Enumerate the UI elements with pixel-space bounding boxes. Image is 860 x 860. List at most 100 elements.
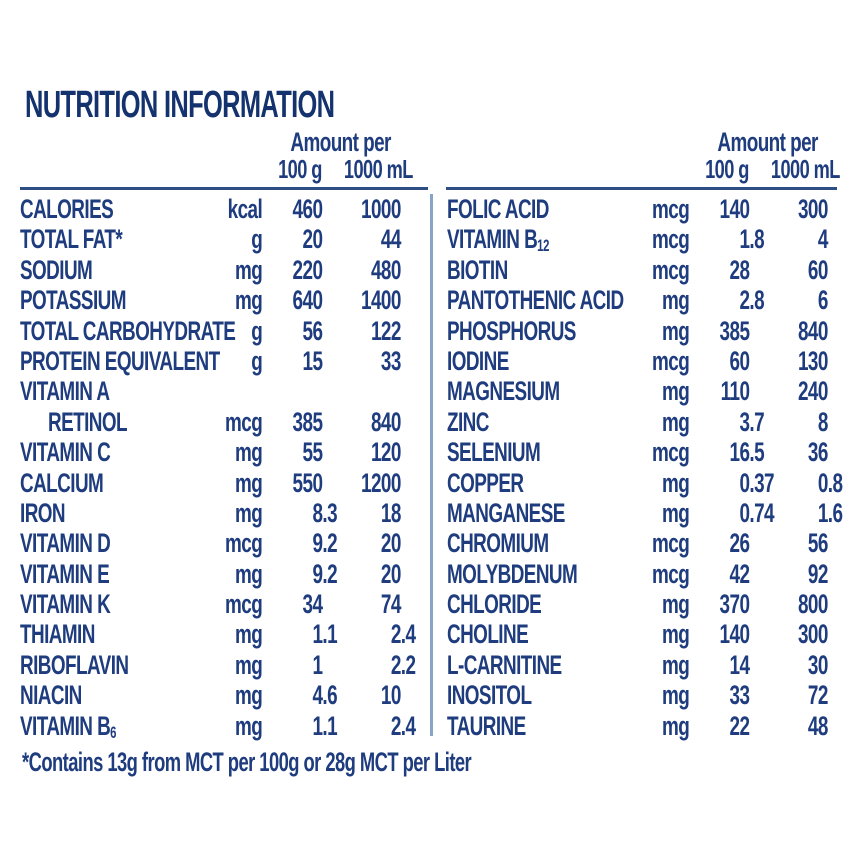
value-1000ml: 4 — [817, 224, 829, 255]
column-header-1000ml: 1000 mL — [770, 154, 840, 184]
value-1000ml: 8 — [817, 406, 829, 437]
value-1000ml-fraction — [828, 346, 846, 376]
value-100g-fraction — [322, 316, 337, 346]
table-row: SODIUM mg 220 480 — [20, 255, 419, 285]
table-row: VITAMIN E mg 9.2 20 — [20, 559, 419, 589]
nutrient-unit: mg — [234, 619, 263, 650]
nutrient-name: IODINE — [447, 345, 509, 376]
value-100g-fraction — [322, 346, 337, 376]
nutrient-unit: mg — [661, 285, 690, 316]
value-100g: 26 — [729, 528, 750, 559]
nutrient-unit: mg — [661, 467, 690, 498]
nutrient-name: PHOSPHORUS — [447, 315, 576, 346]
nutrient-unit: mcg — [652, 558, 690, 589]
nutrient-unit: mg — [234, 558, 263, 589]
value-100g: 1 — [312, 710, 323, 741]
value-100g: 16 — [729, 437, 750, 468]
nutrient-name: VITAMIN K — [20, 589, 111, 620]
table-row: TOTAL FAT* g 20 44 — [20, 224, 419, 254]
value-1000ml-fraction — [401, 255, 419, 285]
nutrient-unit: mg — [234, 285, 263, 316]
value-100g-fraction — [322, 194, 337, 224]
value-100g-fraction — [749, 376, 764, 406]
nutrient-unit: mg — [234, 710, 263, 741]
value-100g-fraction — [322, 255, 337, 285]
nutrient-unit: mg — [234, 467, 263, 498]
nutrient-unit: mg — [234, 254, 263, 285]
nutrient-name: THIAMIN — [20, 619, 95, 650]
value-1000ml-fraction — [828, 589, 846, 619]
value-100g-fraction — [322, 650, 337, 680]
nutrient-name: SELENIUM — [447, 437, 541, 468]
nutrient-unit: g — [251, 224, 263, 255]
nutrient-name: POTASSIUM — [20, 285, 126, 316]
value-100g: 14 — [729, 649, 750, 680]
value-1000ml-fraction — [828, 680, 846, 710]
value-1000ml-fraction: .6 — [827, 497, 843, 528]
table-row: INOSITOL mg 33 72 — [447, 680, 846, 710]
value-1000ml: 1000 — [360, 194, 401, 224]
table-row: IRON mg 8.3 18 — [20, 498, 419, 528]
table-subheader-row: 100 g 1000 mL — [20, 156, 419, 185]
nutrient-name: CHOLINE — [447, 619, 529, 650]
table-row: COPPER mg 0.37 0.8 — [447, 468, 846, 498]
value-1000ml: 300 — [797, 194, 828, 224]
value-1000ml-fraction — [828, 285, 846, 315]
value-100g: 550 — [292, 467, 323, 498]
value-100g-fraction: .8 — [749, 285, 765, 316]
value-100g-fraction — [322, 285, 337, 315]
nutrient-name: NIACIN — [20, 680, 82, 711]
table-row: RETINOL mcg 385 840 — [20, 407, 419, 437]
nutrient-name: BIOTIN — [447, 254, 508, 285]
value-1000ml: 1 — [817, 497, 829, 528]
value-1000ml-fraction — [828, 316, 846, 346]
value-1000ml-fraction — [401, 407, 419, 437]
value-100g-fraction: .1 — [322, 710, 338, 741]
value-1000ml-fraction — [828, 437, 846, 467]
value-100g: 28 — [729, 254, 750, 285]
value-1000ml-fraction: .4 — [400, 710, 416, 741]
table-rows-left: CALORIES kcal 460 1000 TOTAL FAT* g 20 44 SODIUM… — [20, 194, 419, 742]
nutrient-unit: mcg — [652, 437, 690, 468]
page-title: NUTRITION INFORMATION — [25, 84, 335, 126]
value-100g-fraction — [749, 680, 764, 710]
value-1000ml-fraction — [401, 285, 419, 315]
value-100g-fraction — [749, 194, 764, 224]
nutrient-unit: mg — [234, 680, 263, 711]
value-100g-fraction — [749, 559, 764, 589]
value-100g-fraction: .74 — [749, 497, 774, 528]
value-1000ml: 2 — [390, 649, 402, 680]
nutrient-name: VITAMIN A — [20, 376, 110, 407]
nutrient-name: MOLYBDENUM — [447, 558, 578, 589]
value-1000ml-fraction — [828, 619, 846, 649]
value-1000ml: 1200 — [360, 467, 401, 498]
value-100g: 4 — [312, 680, 323, 711]
table-row: NIACIN mg 4.6 10 — [20, 680, 419, 710]
nutrient-name: ZINC — [447, 406, 489, 437]
header-rule-right — [446, 187, 837, 190]
nutrient-unit: mcg — [652, 528, 690, 559]
subscript: 12 — [537, 237, 550, 256]
value-1000ml-fraction — [828, 650, 846, 680]
value-100g: 56 — [302, 315, 323, 346]
value-100g: 33 — [729, 680, 750, 711]
table-row: CHLORIDE mg 370 800 — [447, 589, 846, 619]
table-row: SELENIUM mcg 16.5 36 — [447, 437, 846, 467]
table-row: VITAMIN B12 mcg 1.8 4 — [447, 224, 846, 256]
value-1000ml-fraction — [828, 194, 846, 224]
nutrient-unit: kcal — [227, 194, 263, 224]
table-rows-right: FOLIC ACID mcg 140 300 VITAMIN B12 mcg 1.8 4 BIO… — [447, 194, 846, 741]
nutrient-unit: g — [251, 315, 263, 346]
value-100g: 55 — [302, 437, 323, 468]
nutrient-name: RIBOFLAVIN — [20, 649, 129, 680]
value-1000ml-fraction — [401, 468, 419, 498]
value-1000ml: 2 — [390, 619, 402, 650]
value-100g: 385 — [719, 315, 750, 346]
value-100g-fraction — [322, 407, 337, 437]
value-1000ml: 18 — [380, 497, 401, 528]
value-1000ml: 300 — [797, 619, 828, 650]
table-row: L-CARNITINE mg 14 30 — [447, 650, 846, 680]
value-1000ml-fraction — [401, 376, 419, 406]
nutrient-name: VITAMIN D — [20, 528, 111, 559]
value-1000ml: 56 — [807, 528, 828, 559]
